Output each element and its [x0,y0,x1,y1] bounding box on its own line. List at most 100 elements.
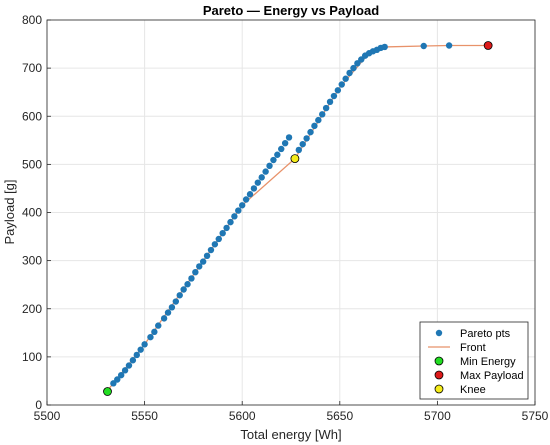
pareto-point [188,275,195,282]
legend-label-min-energy: Min Energy [460,356,516,368]
pareto-point [235,207,242,214]
pareto-point [315,116,322,124]
pareto-point [151,328,158,336]
pareto-point [319,111,326,118]
pareto-point [207,246,215,254]
x-tick-label: 5500 [34,409,61,423]
pareto-point [274,151,281,158]
pareto-point [445,42,453,49]
legend-swatch-knee [434,384,444,394]
legend-label-max-payload: Max Payload [460,370,524,382]
pareto-point [155,322,162,329]
pareto-point [223,224,230,232]
pareto-point [227,218,234,226]
pareto-point [354,60,361,67]
legend-swatch-pareto-pts [435,329,443,337]
pareto-point [211,241,219,248]
pareto-point [346,69,353,77]
y-tick-label: 0 [35,398,42,412]
pareto-point [270,156,277,164]
pareto-point [262,168,269,175]
y-tick-label: 800 [22,13,42,27]
y-tick-label: 600 [22,109,42,123]
pareto-point [129,357,137,364]
y-tick-label: 100 [22,350,42,364]
pareto-point [307,128,314,136]
pareto-point [196,263,203,270]
pareto-point [326,98,334,106]
pareto-point [295,146,303,154]
pareto-point [192,268,199,276]
pareto-point [278,145,285,153]
pareto-point [203,252,211,260]
pareto-point [258,174,265,181]
pareto-point [420,42,427,50]
pareto-point [334,87,342,94]
legend-label-front: Front [460,342,486,354]
pareto-point [184,281,191,288]
pareto-point [381,43,388,51]
legend-swatch-max-payload [434,370,444,380]
pareto-point [281,140,289,147]
pareto-point [147,333,154,341]
tick-layer: 5500 5550 5600 5650 5700 5750 0 100 200 300 400 500… [22,13,549,423]
pareto-point [219,229,226,237]
pareto-point [110,380,117,387]
pareto-point [350,64,357,72]
y-axis-label: Payload [g] [2,179,17,244]
pareto-point [133,351,140,359]
legend-swatch-min-energy [434,356,444,366]
pareto-point [239,202,246,209]
pareto-point [180,286,187,293]
pareto-point [338,81,345,88]
pareto-point [160,315,168,322]
pareto-point [266,162,273,170]
pareto-point [168,304,176,311]
pareto-point [250,185,258,192]
pareto-point [176,292,183,299]
pareto-point [137,346,144,353]
x-axis-label: Total energy [Wh] [240,427,341,442]
pareto-point [303,135,310,142]
legend: Pareto pts Front Min Energy Max Payload Knee [419,321,529,400]
min-energy-marker [103,387,112,396]
pareto-point [231,213,238,220]
pareto-point [330,92,338,100]
max-payload-marker [483,41,493,50]
pareto-point [114,376,121,383]
pareto-point [164,309,172,316]
pareto-point [242,196,250,203]
pareto-point [121,367,129,374]
y-tick-label: 200 [22,302,42,316]
pareto-point [311,122,318,130]
pareto-point [117,371,125,379]
pareto-point [358,56,365,63]
pareto-point [299,140,306,148]
legend-items: Pareto pts Front Min Energy Max Payload Knee [428,328,524,396]
y-tick-label: 500 [22,157,42,171]
pareto-point [285,134,293,141]
pareto-point [322,104,330,112]
pareto-point [246,191,254,198]
pareto-point [342,75,349,82]
pareto-point [125,362,133,369]
pareto-point [172,298,180,305]
legend-label-pareto-pts: Pareto pts [460,328,511,340]
x-tick-label: 5550 [131,409,158,423]
data-layer [103,41,493,396]
y-tick-label: 400 [22,206,42,220]
y-tick-label: 700 [22,61,42,75]
legend-label-knee: Knee [460,384,486,396]
pareto-point [199,258,207,265]
x-tick-label: 5600 [229,409,256,423]
y-tick-label: 300 [22,254,42,268]
knee-marker [290,154,300,164]
chart-title: Pareto — Energy vs Payload [203,3,379,18]
x-tick-label: 5650 [326,409,353,423]
pareto-point [141,341,148,348]
x-tick-label: 5700 [424,409,451,423]
x-tick-label: 5750 [522,409,549,423]
pareto-point [215,235,222,243]
pareto-point [254,179,262,186]
